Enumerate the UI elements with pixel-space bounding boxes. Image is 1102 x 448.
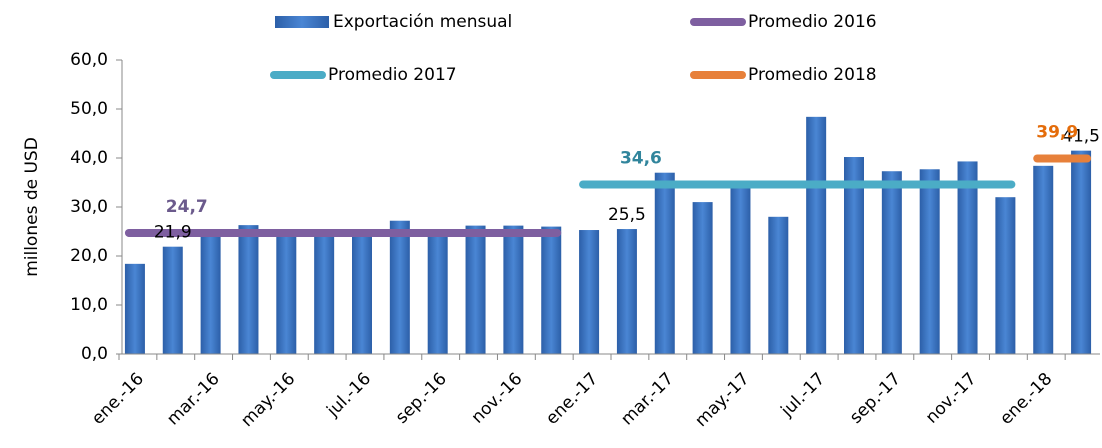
x-tick-label: sep.-17 <box>846 369 905 428</box>
x-tick-label: sep.-16 <box>392 369 451 428</box>
bar <box>1033 165 1054 354</box>
bar <box>768 216 789 354</box>
legend-label: Promedio 2018 <box>748 65 877 85</box>
y-tick-label: 0,0 <box>81 344 108 364</box>
bar <box>200 231 221 354</box>
y-tick-label: 50,0 <box>70 99 108 119</box>
legend-label: Promedio 2017 <box>328 65 457 85</box>
y-tick-label: 40,0 <box>70 148 108 168</box>
data-label: 41,5 <box>1062 127 1100 147</box>
bar <box>654 172 675 354</box>
bar <box>919 169 940 354</box>
bar <box>503 225 524 354</box>
x-tick-label: mar.-16 <box>163 369 224 430</box>
bar <box>238 225 259 354</box>
y-axis-label: millones de USD <box>22 137 42 277</box>
y-tick-label: 30,0 <box>70 197 108 217</box>
bar <box>352 231 372 354</box>
x-tick-label: ene.-16 <box>88 369 148 429</box>
x-tick-label: ene.-18 <box>996 369 1056 429</box>
bar <box>844 157 864 354</box>
bar <box>806 116 827 354</box>
bar <box>162 246 183 354</box>
bar <box>730 184 751 354</box>
x-tick-label: jul.-16 <box>322 369 375 422</box>
x-tick-label: ene.-17 <box>542 369 602 429</box>
legend-swatch <box>275 16 329 28</box>
bar <box>995 197 1016 354</box>
x-tick-label: may.-16 <box>237 369 299 431</box>
average-label: 39,9 <box>1036 122 1078 142</box>
data-label: 25,5 <box>608 205 646 225</box>
y-tick-label: 60,0 <box>70 50 108 70</box>
average-label: 24,7 <box>166 197 208 217</box>
y-tick-label: 10,0 <box>70 295 108 315</box>
bar <box>465 225 486 354</box>
x-tick-label: may.-17 <box>691 369 753 431</box>
bar <box>314 232 335 354</box>
x-tick-label: nov.-16 <box>468 369 527 428</box>
data-label: 21,9 <box>154 223 192 243</box>
bar <box>1071 150 1092 354</box>
bar <box>276 229 297 354</box>
legend-label: Exportación mensual <box>333 12 512 32</box>
bar <box>541 226 562 354</box>
bar <box>579 230 600 354</box>
bar <box>124 263 145 354</box>
bar <box>616 229 637 354</box>
x-tick-label: mar.-17 <box>617 369 678 430</box>
y-tick-label: 20,0 <box>70 246 108 266</box>
bar <box>881 171 902 354</box>
bar <box>389 220 410 354</box>
legend-label: Promedio 2016 <box>748 12 877 32</box>
bar <box>692 202 713 354</box>
bar <box>427 231 448 354</box>
x-tick-label: jul.-17 <box>777 369 830 422</box>
bar <box>957 161 978 354</box>
x-tick-label: nov.-17 <box>922 369 981 428</box>
average-label: 34,6 <box>620 148 662 168</box>
